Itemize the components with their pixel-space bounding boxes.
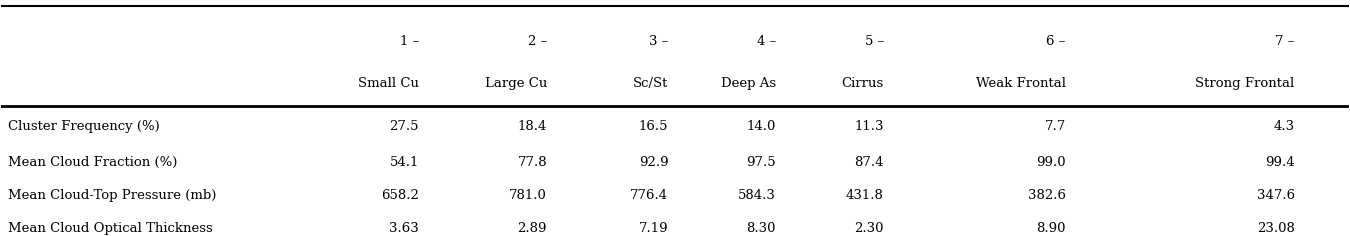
Text: Mean Cloud-Top Pressure (mb): Mean Cloud-Top Pressure (mb) [8,189,216,202]
Text: Weak Frontal: Weak Frontal [976,77,1065,90]
Text: Deep As: Deep As [721,77,776,90]
Text: Mean Cloud Optical Thickness: Mean Cloud Optical Thickness [8,223,213,236]
Text: 3.63: 3.63 [389,223,418,236]
Text: Strong Frontal: Strong Frontal [1196,77,1295,90]
Text: 7 –: 7 – [1276,35,1295,48]
Text: 382.6: 382.6 [1027,189,1065,202]
Text: 23.08: 23.08 [1257,223,1295,236]
Text: 5 –: 5 – [864,35,884,48]
Text: 99.0: 99.0 [1035,156,1065,169]
Text: 87.4: 87.4 [855,156,884,169]
Text: 16.5: 16.5 [639,120,668,133]
Text: Cluster Frequency (%): Cluster Frequency (%) [8,120,159,133]
Text: 92.9: 92.9 [639,156,668,169]
Text: 347.6: 347.6 [1257,189,1295,202]
Text: Mean Cloud Fraction (%): Mean Cloud Fraction (%) [8,156,177,169]
Text: 781.0: 781.0 [509,189,547,202]
Text: 7.7: 7.7 [1045,120,1065,133]
Text: 658.2: 658.2 [381,189,418,202]
Text: 2.30: 2.30 [855,223,884,236]
Text: 27.5: 27.5 [390,120,418,133]
Text: 4.3: 4.3 [1273,120,1295,133]
Text: 3 –: 3 – [649,35,668,48]
Text: 77.8: 77.8 [517,156,547,169]
Text: 18.4: 18.4 [517,120,547,133]
Text: 99.4: 99.4 [1265,156,1295,169]
Text: 776.4: 776.4 [630,189,668,202]
Text: Small Cu: Small Cu [358,77,418,90]
Text: Cirrus: Cirrus [841,77,884,90]
Text: 97.5: 97.5 [747,156,776,169]
Text: 8.30: 8.30 [747,223,776,236]
Text: 7.19: 7.19 [639,223,668,236]
Text: 6 –: 6 – [1046,35,1065,48]
Text: 431.8: 431.8 [846,189,884,202]
Text: 4 –: 4 – [757,35,776,48]
Text: Large Cu: Large Cu [485,77,547,90]
Text: 2.89: 2.89 [517,223,547,236]
Text: 584.3: 584.3 [738,189,776,202]
Text: 54.1: 54.1 [390,156,418,169]
Text: 2 –: 2 – [528,35,547,48]
Text: 1 –: 1 – [400,35,418,48]
Text: 8.90: 8.90 [1037,223,1065,236]
Text: 14.0: 14.0 [747,120,776,133]
Text: 11.3: 11.3 [855,120,884,133]
Text: Sc/St: Sc/St [633,77,668,90]
